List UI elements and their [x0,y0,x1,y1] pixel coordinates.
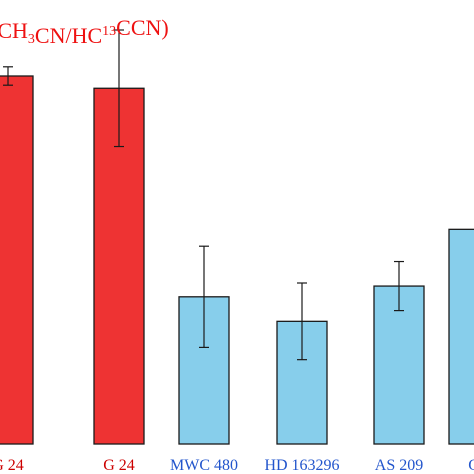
x-tick-label: HD 163296 [264,457,339,474]
chart-title-part: 3 [28,32,35,47]
bar [448,228,474,445]
bar [93,87,145,445]
bar [0,75,34,445]
x-tick-label: G [468,457,474,474]
x-tick-label: G 24 [0,457,24,474]
chart-title-part: 13 [102,24,116,39]
chart-title: (CH3CN/HC13CCN) [0,15,169,48]
chart-title-part: CCN) [116,15,169,40]
x-tick-label: G 24 [103,457,135,474]
chart-title-part: CN/HC [35,23,102,48]
x-tick-label: MWC 480 [170,457,238,474]
x-tick-label: AS 209 [375,457,423,474]
chart-title-part: (CH [0,18,28,43]
